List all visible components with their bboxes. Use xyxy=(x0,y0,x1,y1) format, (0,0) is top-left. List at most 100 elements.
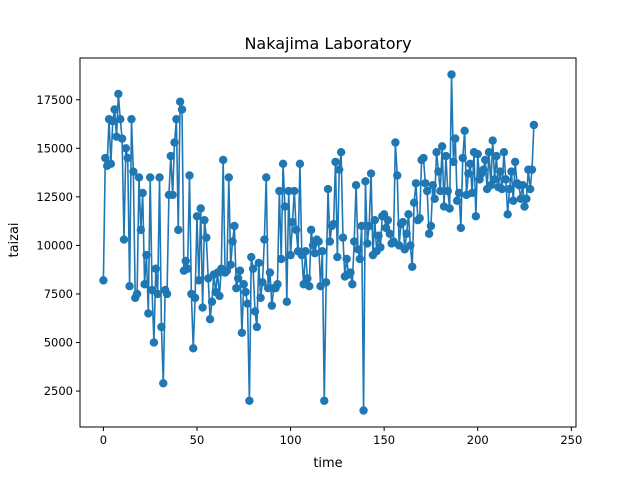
data-point xyxy=(370,215,379,225)
data-point xyxy=(525,184,535,194)
data-point xyxy=(110,105,119,114)
data-point xyxy=(121,144,131,153)
data-point xyxy=(145,173,155,182)
data-point xyxy=(437,142,447,151)
data-point xyxy=(114,89,123,99)
data-point xyxy=(452,196,462,205)
data-point xyxy=(411,179,421,188)
data-point xyxy=(503,210,512,219)
data-point xyxy=(245,396,254,405)
data-point xyxy=(174,225,183,235)
data-point xyxy=(129,167,138,176)
data-point xyxy=(119,235,129,244)
data-point xyxy=(409,198,419,207)
data-point xyxy=(162,289,172,299)
data-point xyxy=(200,215,209,225)
data-point xyxy=(239,280,248,289)
data-point xyxy=(202,233,211,242)
data-point xyxy=(456,223,466,233)
data-point xyxy=(256,293,265,303)
data-point xyxy=(374,231,383,240)
y-tick-label: 12500 xyxy=(36,190,73,204)
data-point xyxy=(247,252,256,262)
data-point xyxy=(454,188,464,198)
x-tick-label: 100 xyxy=(280,433,302,447)
axes-frame xyxy=(79,57,577,428)
data-point xyxy=(99,276,108,285)
data-point xyxy=(306,225,316,235)
data-point xyxy=(314,237,323,246)
data-point xyxy=(522,194,531,203)
data-point xyxy=(458,153,467,163)
data-point xyxy=(185,171,194,180)
data-point xyxy=(329,219,338,229)
data-point xyxy=(170,138,179,147)
data-point xyxy=(464,169,473,178)
data-point xyxy=(355,254,365,264)
data-point xyxy=(501,175,511,184)
y-tick-label: 7500 xyxy=(44,287,73,301)
data-point xyxy=(320,396,329,405)
data-point xyxy=(106,159,116,169)
chart-title: Nakajima Laboratory xyxy=(244,34,411,53)
data-point xyxy=(432,147,441,157)
data-point xyxy=(157,322,166,332)
data-point xyxy=(243,299,252,308)
data-point xyxy=(237,328,247,338)
data-point xyxy=(520,202,529,211)
data-point xyxy=(192,212,202,221)
data-point xyxy=(451,134,460,143)
data-point xyxy=(436,186,445,196)
data-point xyxy=(144,309,153,318)
data-point xyxy=(364,221,374,231)
data-point xyxy=(434,167,443,176)
data-point xyxy=(421,179,430,188)
data-point xyxy=(301,247,310,256)
data-point xyxy=(125,282,134,291)
data-point xyxy=(291,225,301,235)
data-point xyxy=(241,287,250,297)
data-point xyxy=(226,260,235,270)
data-point xyxy=(228,237,237,246)
y-axis-ticks: 2500 5000 7500 10000 12500 15000 17500 xyxy=(36,93,80,398)
data-point xyxy=(424,229,434,238)
data-point xyxy=(280,202,290,211)
x-tick-label: 200 xyxy=(467,433,489,447)
data-point xyxy=(198,303,207,312)
data-point xyxy=(215,291,224,301)
data-point xyxy=(267,301,277,310)
data-point xyxy=(260,235,269,244)
data-point xyxy=(194,276,204,285)
y-tick-label: 2500 xyxy=(44,384,73,398)
data-point xyxy=(321,278,331,287)
data-point xyxy=(132,289,142,299)
data-point xyxy=(441,151,451,161)
data-point xyxy=(224,173,233,182)
data-point xyxy=(497,184,507,194)
y-tick-label: 17500 xyxy=(36,93,73,107)
data-point xyxy=(505,184,514,194)
data-point xyxy=(235,266,245,275)
data-point xyxy=(123,153,132,163)
data-point xyxy=(490,175,499,184)
data-point xyxy=(507,167,516,176)
x-axis-label: time xyxy=(313,456,342,471)
data-point xyxy=(101,153,110,163)
data-point xyxy=(278,159,288,169)
plot-area xyxy=(79,57,577,428)
data-point xyxy=(250,307,260,316)
data-point xyxy=(275,186,284,196)
data-point xyxy=(331,157,340,167)
data-point xyxy=(295,159,305,169)
data-point xyxy=(183,264,192,273)
data-point xyxy=(363,239,372,248)
data-point xyxy=(273,280,282,289)
data-point xyxy=(404,210,413,219)
data-point xyxy=(318,247,327,256)
data-point xyxy=(153,289,162,299)
data-point xyxy=(338,233,348,242)
data-point xyxy=(207,297,217,306)
data-point xyxy=(277,254,286,264)
data-point xyxy=(391,138,400,147)
data-point xyxy=(428,181,438,190)
